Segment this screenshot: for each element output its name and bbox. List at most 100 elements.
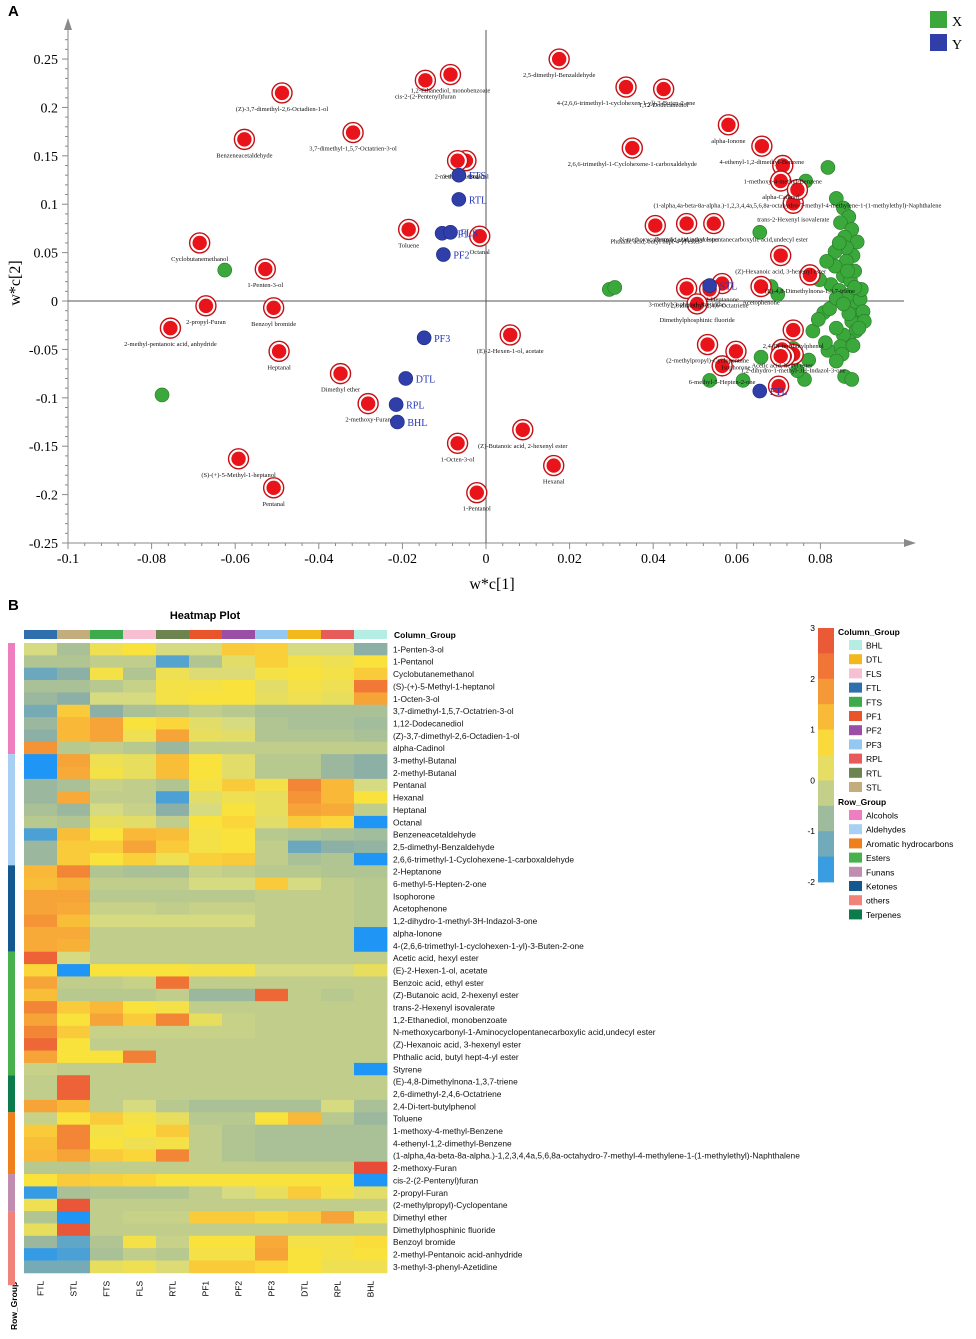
heatmap-cell [321,1174,355,1187]
heatmap-cell [123,927,157,940]
heatmap-cell [222,852,256,866]
highlighted-point [714,358,730,374]
heatmap-row-label: (Z)-Butanoic acid, 2-hexenyl ester [393,990,519,1000]
heatmap-row-label: 4-(2,6,6-trimethyl-1-cyclohexen-1-yl)-3-… [393,941,584,951]
heatmap-cell [90,939,124,953]
highlighted-point [656,81,671,97]
heatmap-cell [156,1075,190,1088]
point-label: 2-methoxy-Furan [345,417,391,424]
heatmap-cell [123,902,157,916]
heatmap-cell [288,890,322,903]
row-group-bar-segment [8,951,15,1076]
heatmap-cell [24,815,58,829]
heatmap-row-label: 2,5-dimethyl-Benzaldehyde [393,842,495,852]
heatmap-cell [189,778,223,792]
point-label: 2,4-Di-tert-butylphenol [763,343,824,350]
heatmap-cell [123,1235,157,1249]
heatmap-cell [288,1112,322,1126]
heatmap-cell [189,1112,223,1126]
heatmap-row-label: Octanal [393,817,422,827]
heatmap-cell [24,1223,58,1237]
heatmap-cell [90,815,124,829]
heatmap-cell [189,643,223,656]
heatmap-cell [24,791,58,804]
heatmap-cell [24,655,58,669]
heatmap-cell [156,976,190,990]
heatmap-cell [288,1260,322,1274]
heatmap-cell [57,902,91,916]
column-group-bar-cell [90,630,123,639]
heatmap-cell [255,704,289,718]
heatmap-cell [156,1235,190,1249]
heatmap-column-label: RTL [168,1281,178,1297]
heatmap-cell [90,1174,124,1187]
heatmap-cell [255,1099,289,1113]
heatmap-row-label: 3-methyl-3-phenyl-Azetidine [393,1262,498,1272]
heatmap-cell [255,1174,289,1187]
heatmap-row-label: (2-methylpropyl)-Cyclopentane [393,1200,508,1210]
row-legend-label: Aromatic hydrocarbons [866,839,953,849]
heatmap-cell [24,865,58,879]
heatmap-cell [189,717,223,730]
heatmap-cell [321,852,355,866]
heatmap-cell [57,1112,91,1126]
heatmap-cell [321,1124,355,1138]
heatmap-cell [189,927,223,940]
heatmap-cell [57,828,91,841]
heatmap-cell [156,1112,190,1126]
heatmap-cell [255,1235,289,1249]
heatmap-cell [90,1087,124,1101]
heatmap-cell [90,754,124,767]
heatmap-cell [57,1235,91,1249]
heatmap-cell [189,865,223,879]
highlighted-point [753,279,769,294]
y-point [388,397,404,412]
heatmap-row-label: (1-alpha,4a-beta-8a-alpha.)-1,2,3,4,4a,5… [393,1151,800,1161]
heatmap-cell [156,754,190,767]
heatmap-cell [222,865,256,879]
heatmap-cell [57,840,91,854]
heatmap-cell [354,1198,388,1212]
heatmap-cell [288,655,322,669]
heatmap-row-label: 2,6-dimethyl-2,4,6-Octatriene [393,1089,502,1099]
scatter-legend: X Y [930,11,962,53]
heatmap-cell [288,680,322,693]
point-label: 4-(2,6,6-trimethyl-1-cyclohexen-1-yl)-3-… [557,100,696,107]
heatmap-row-label: 1-methoxy-4-methyl-Benzene [393,1126,503,1136]
heatmap-cell [57,939,91,953]
y-point [443,224,458,240]
heatmap-row-label: Styrene [393,1064,422,1074]
heatmap-row-label: 2-methoxy-Furan [393,1163,457,1173]
heatmap-cell [288,1223,322,1237]
legend-swatch-x [930,11,947,28]
column-legend-swatch [849,725,862,736]
panel-label-b: B [8,597,19,614]
heatmap-cell [90,902,124,916]
column-legend-swatch [849,711,862,721]
heatmap-cell [156,717,190,730]
row-legend-swatch [849,810,862,820]
heatmap-cell [24,1235,58,1249]
heatmap-cell [288,951,322,965]
heatmap-cell [90,680,124,693]
heatmap-row-label: Cyclobutanemethanol [393,669,474,679]
heatmap-cell [24,927,58,940]
heatmap-cell [156,692,190,706]
color-scale-segment [818,755,834,781]
heatmap-cell [255,766,289,780]
heatmap-cell [255,1137,289,1150]
heatmap-cell [354,1001,388,1014]
heatmap-cell [156,939,190,953]
heatmap-row-label: 1,2-Ethanediol, monobenzoate [393,1015,507,1025]
heatmap-cell [222,1260,256,1274]
heatmap-cell [222,717,256,730]
color-scale-segment [818,653,834,680]
heatmap-cell [156,1050,190,1064]
heatmap-cell [354,1137,388,1150]
heatmap-cell [189,988,223,1002]
heatmap-cell [156,840,190,854]
heatmap-cell [288,1211,322,1224]
heatmap-cell [90,1260,124,1274]
heatmap-cell [255,754,289,767]
heatmap-cell [222,815,256,829]
